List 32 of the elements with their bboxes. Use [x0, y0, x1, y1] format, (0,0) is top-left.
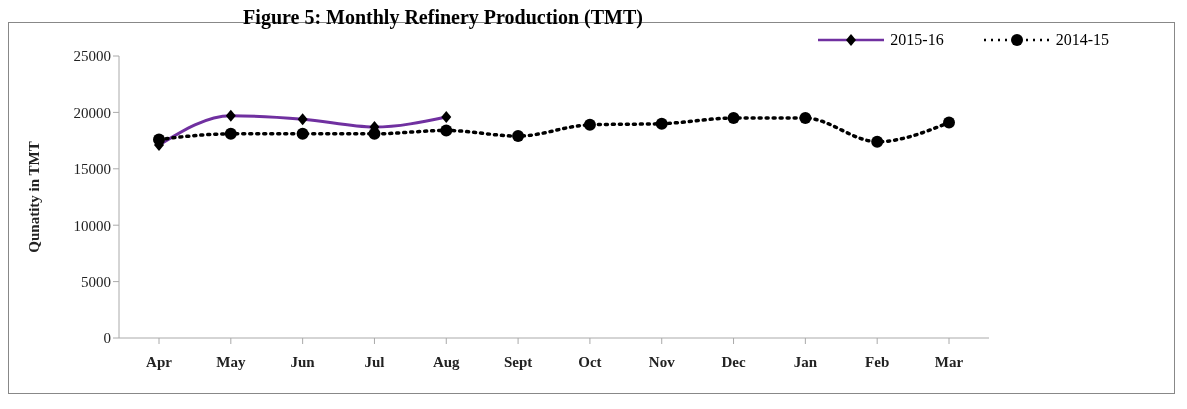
x-tick-label: Aug — [432, 353, 461, 370]
y-tick-label: 5000 — [81, 273, 111, 290]
x-tick-label: Dec — [721, 353, 746, 370]
point — [871, 135, 884, 148]
y-tick-label: 0 — [103, 330, 111, 347]
point — [296, 127, 309, 140]
y-axis-title: Qunatity in TMT — [26, 141, 43, 253]
legend-label: 2014-15 — [1055, 31, 1109, 49]
point — [440, 124, 453, 137]
x-tick-label: Oct — [578, 353, 602, 370]
legend-label: 2015-16 — [890, 31, 944, 49]
x-tick-label: May — [216, 353, 246, 370]
point — [583, 118, 596, 131]
x-tick-label: Jun — [290, 353, 316, 370]
x-tick-label: Feb — [865, 353, 890, 370]
x-tick-label: Jan — [793, 353, 818, 370]
chart-title: Figure 5: Monthly Refinery Production (TMT) — [242, 6, 644, 28]
x-tick-label: Jul — [364, 353, 385, 370]
x-tick-label: Nov — [648, 353, 676, 370]
point — [512, 130, 525, 143]
point — [727, 112, 740, 125]
point — [943, 116, 955, 129]
y-tick-label: 10000 — [73, 217, 111, 234]
point — [655, 117, 668, 130]
x-tick-label: Apr — [146, 353, 173, 370]
point — [799, 112, 812, 125]
point — [224, 127, 237, 140]
y-tick-label: 25000 — [73, 48, 111, 65]
y-tick-label: 20000 — [73, 104, 111, 121]
x-tick-label: Mar — [934, 353, 964, 370]
x-tick-label: Sept — [503, 353, 533, 370]
y-tick-label: 15000 — [73, 161, 111, 178]
